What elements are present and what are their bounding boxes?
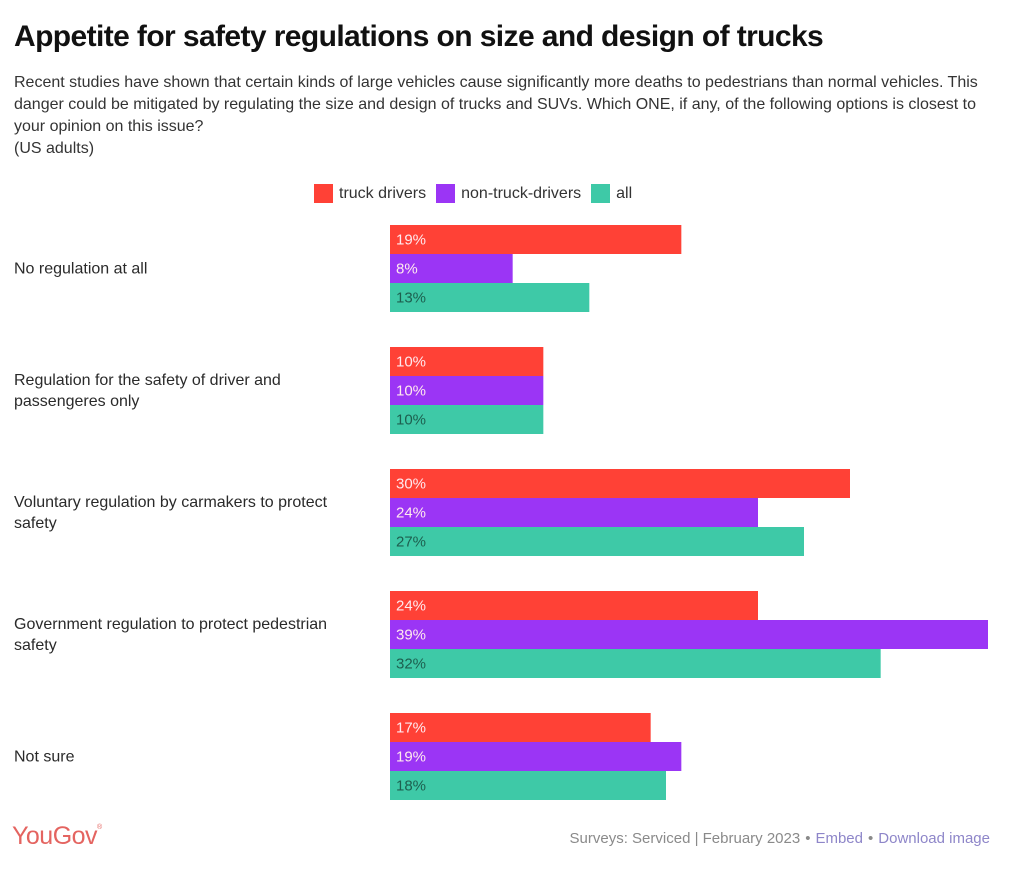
category-label-line: No regulation at all [14, 261, 147, 278]
bar-non-truck-drivers [390, 254, 513, 283]
bar-all [390, 527, 804, 556]
yougov-logo[interactable]: YouGov® [12, 822, 102, 851]
category-label-government-regulation-to-protect-pedestrian-safety: Government regulation to protect pedestr… [14, 616, 327, 654]
bar-truck-drivers [390, 469, 850, 498]
category-label-line: Voluntary regulation by carmakers to pro… [14, 494, 328, 511]
bar-all [390, 283, 590, 312]
legend-label-all: all [616, 184, 633, 202]
bar-non-truck-drivers [390, 376, 544, 405]
legend-item-truck-drivers: truck drivers [314, 184, 426, 203]
bar-value-label-non-truck-drivers: 39% [396, 627, 426, 644]
category-label-not-sure: Not sure [14, 749, 75, 766]
bar-value-label-all: 32% [396, 656, 426, 673]
bar-all [390, 771, 666, 800]
bar-non-truck-drivers [390, 498, 758, 527]
bar-non-truck-drivers [390, 620, 988, 649]
category-label-line: safety [14, 515, 57, 532]
download-image-link[interactable]: Download image [878, 830, 990, 847]
bar-non-truck-drivers [390, 742, 682, 771]
bar-truck-drivers [390, 713, 651, 742]
bar-value-label-non-truck-drivers: 24% [396, 505, 426, 522]
chart-subtitle: Recent studies have shown that certain k… [14, 74, 978, 135]
legend-swatch-all [591, 184, 611, 203]
bar-all [390, 649, 881, 678]
legend-swatch-truck-drivers [314, 184, 333, 203]
bar-value-label-truck-drivers: 30% [396, 476, 426, 493]
legend-item-all: all [591, 184, 632, 203]
category-label-regulation-for-the-safety-of-driver-and-passengeres-only: Regulation for the safety of driver and p… [14, 372, 281, 410]
category-label-line: Government regulation to protect pedestr… [14, 616, 327, 633]
bar-value-label-all: 18% [396, 778, 426, 795]
category-label-line: safety [14, 637, 57, 654]
chart-title: Appetite for safety regulations on size … [14, 20, 824, 53]
bar-truck-drivers [390, 347, 544, 376]
embed-link[interactable]: Embed [815, 830, 863, 847]
bar-value-label-all: 27% [396, 534, 426, 551]
population-note: (US adults) [14, 140, 95, 157]
category-label-voluntary-regulation-by-carmakers-to-protect-safety: Voluntary regulation by carmakers to pro… [14, 494, 328, 532]
footer-info: Surveys: Serviced | February 2023 • Embed •… [570, 830, 990, 847]
legend-swatch-non-truck-drivers [436, 184, 456, 203]
bar-value-label-all: 13% [396, 290, 426, 307]
separator-dot: • [805, 830, 811, 847]
bar-truck-drivers [390, 225, 682, 254]
legend-label-non-truck-drivers: non-truck-drivers [461, 184, 582, 202]
logo-text: YouGov [12, 822, 98, 850]
category-label-line: passengeres only [14, 393, 139, 410]
separator-dot: • [868, 830, 874, 847]
registered-mark-icon: ® [97, 824, 102, 831]
legend-label-truck-drivers: truck drivers [339, 184, 427, 202]
bar-all [390, 405, 544, 434]
bar-value-label-all: 10% [396, 412, 426, 429]
survey-source: Surveys: Serviced | February 2023 [569, 830, 801, 847]
bar-value-label-truck-drivers: 17% [396, 720, 426, 737]
bar-value-label-truck-drivers: 19% [396, 232, 426, 249]
category-label-line: Not sure [14, 749, 75, 766]
bar-value-label-truck-drivers: 24% [396, 598, 426, 615]
bar-value-label-non-truck-drivers: 19% [396, 749, 426, 766]
legend: truck drivers non-truck-drivers all [314, 184, 642, 203]
category-label-no-regulation-at-all: No regulation at all [14, 261, 147, 278]
bar-value-label-non-truck-drivers: 10% [396, 383, 426, 400]
category-label-line: Regulation for the safety of driver and [14, 372, 281, 389]
legend-item-non-truck-drivers: non-truck-drivers [436, 184, 581, 203]
bar-value-label-truck-drivers: 10% [396, 354, 426, 371]
bar-truck-drivers [390, 591, 758, 620]
bar-value-label-non-truck-drivers: 8% [396, 261, 418, 278]
